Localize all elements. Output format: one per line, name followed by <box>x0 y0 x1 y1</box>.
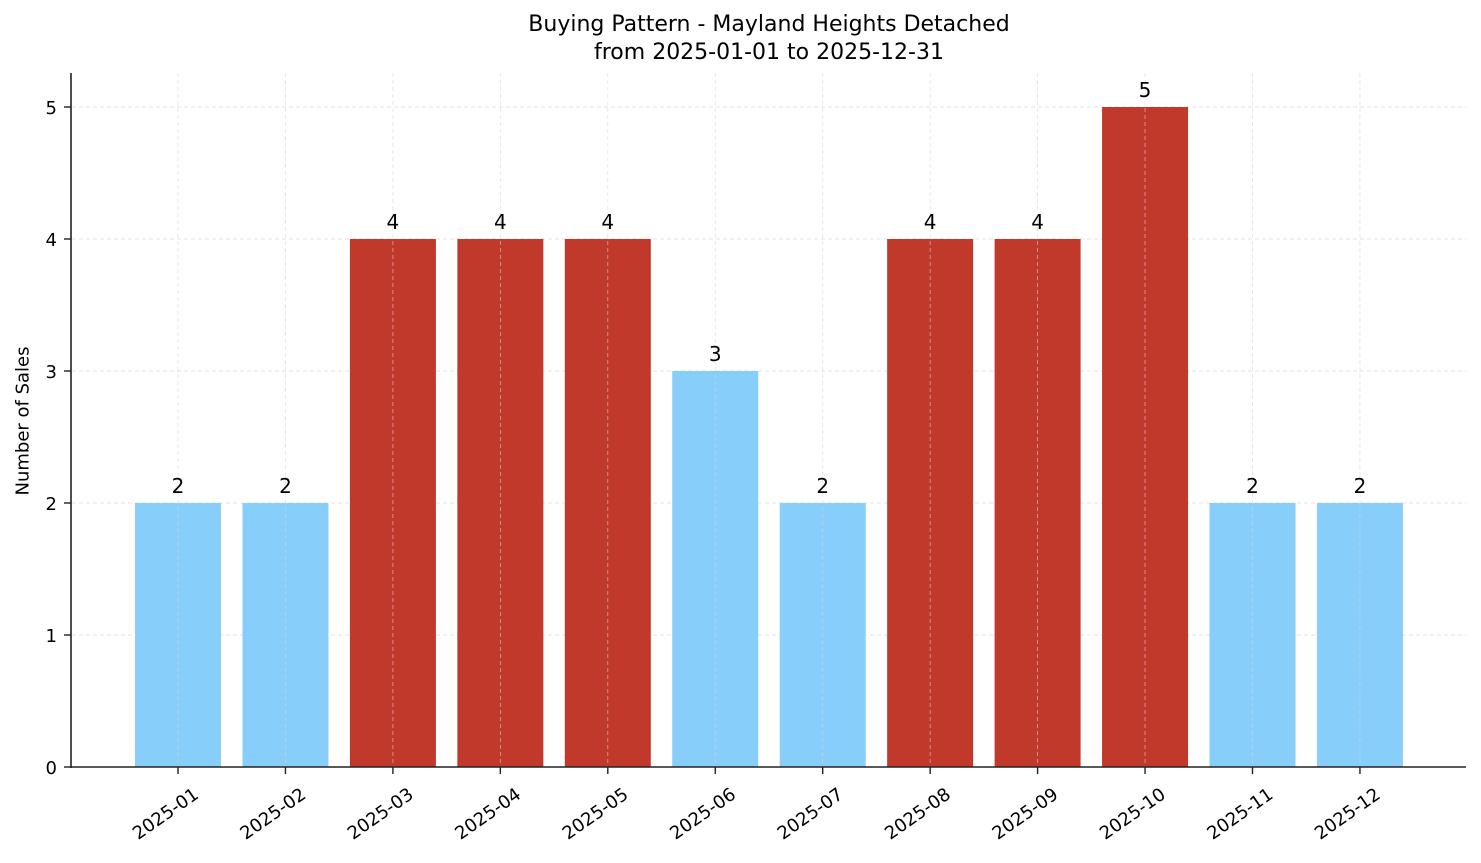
y-tick-label: 3 <box>46 362 57 383</box>
bar-value-labels: 2 2 4 4 4 3 2 4 4 5 2 2 <box>172 78 1367 498</box>
axes <box>70 73 1466 768</box>
x-tick-label: 2025-10 <box>1096 784 1170 844</box>
x-tick-label: 2025-12 <box>1311 784 1385 844</box>
x-tick-label: 2025-06 <box>666 784 740 844</box>
chart-subtitle: from 2025-01-01 to 2025-12-31 <box>594 40 944 65</box>
y-tick-label: 1 <box>46 626 57 647</box>
bar-value-label: 4 <box>601 210 614 234</box>
chart-title: Buying Pattern - Mayland Heights Detache… <box>528 12 1010 37</box>
x-tick-label: 2025-07 <box>774 784 848 844</box>
bar-value-label: 3 <box>709 342 722 366</box>
bar-value-label: 2 <box>279 474 292 498</box>
bars <box>135 107 1403 767</box>
bar-value-label: 2 <box>1354 474 1367 498</box>
x-tick-label: 2025-08 <box>881 784 955 844</box>
bar-value-label: 4 <box>387 210 400 234</box>
x-tick-label: 2025-02 <box>236 784 310 844</box>
x-axis-ticks: 2025-01 2025-02 2025-03 2025-04 2025-05 2025-… <box>129 767 1385 844</box>
x-tick-label: 2025-09 <box>989 784 1063 844</box>
bar-value-label: 2 <box>1246 474 1259 498</box>
y-axis-ticks: 0 1 2 3 4 5 <box>46 98 71 779</box>
y-tick-label: 5 <box>46 98 57 119</box>
vertical-gridlines <box>177 73 1361 767</box>
bar-value-label: 4 <box>494 210 507 234</box>
x-tick-label: 2025-03 <box>344 784 418 844</box>
bar-value-label: 4 <box>924 210 937 234</box>
bar-value-label: 4 <box>1031 210 1044 234</box>
y-tick-label: 2 <box>46 494 57 515</box>
x-tick-label: 2025-04 <box>451 784 525 844</box>
x-tick-label: 2025-01 <box>129 784 203 844</box>
bar-value-label: 2 <box>172 474 185 498</box>
y-tick-label: 0 <box>46 758 57 779</box>
bar-value-label: 5 <box>1139 78 1152 102</box>
bar-value-label: 2 <box>816 474 829 498</box>
y-tick-label: 4 <box>46 230 57 251</box>
x-tick-label: 2025-05 <box>559 784 633 844</box>
x-tick-label: 2025-11 <box>1203 784 1277 844</box>
